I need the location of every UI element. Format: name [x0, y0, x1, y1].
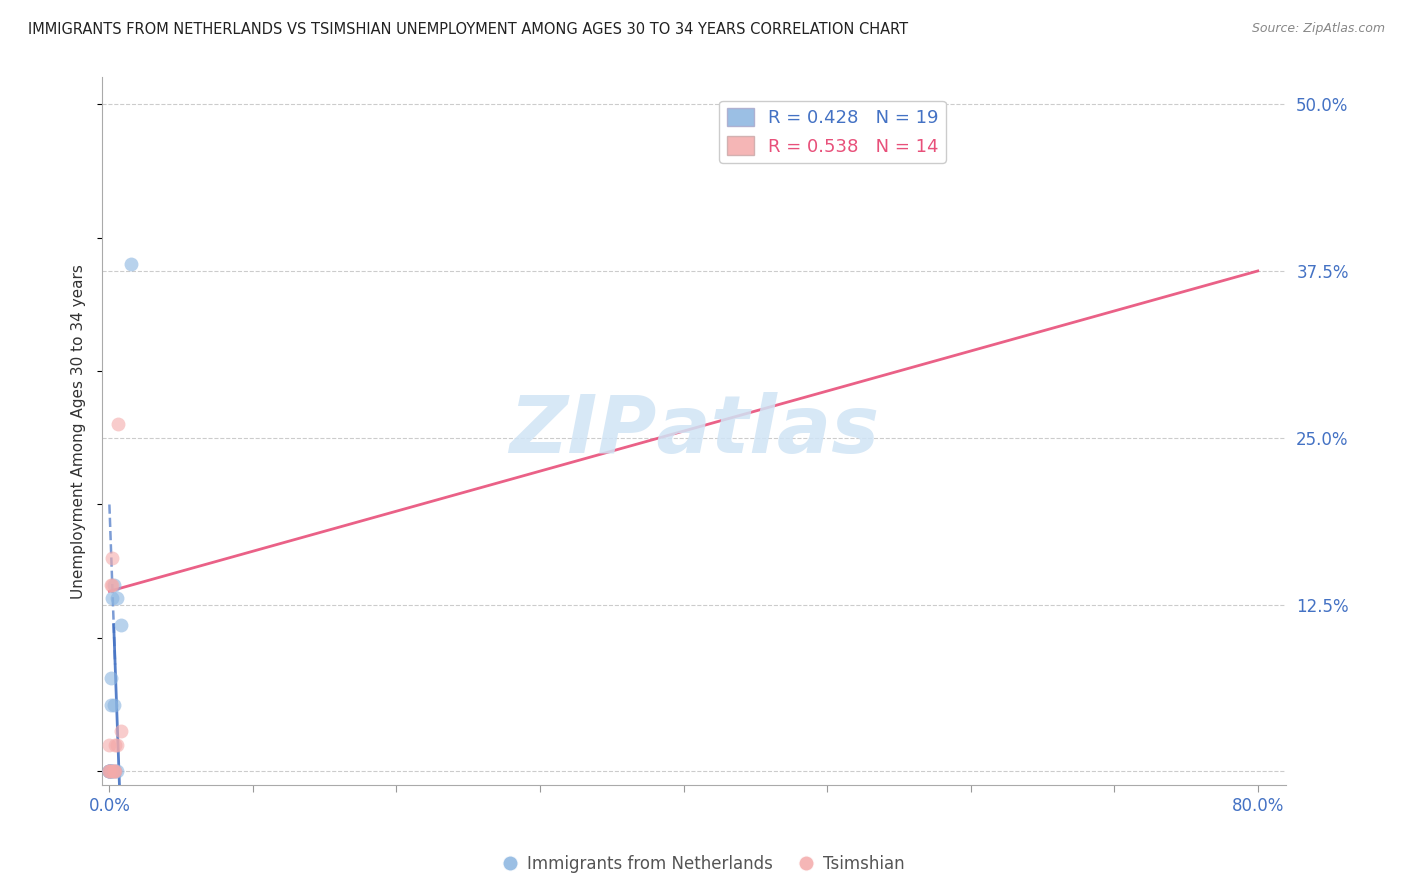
Point: [120, 257, 142, 271]
Point: [110, 724, 132, 739]
Point: [100, 764, 122, 779]
Text: ZIP​atlas: ZIP​atlas: [509, 392, 879, 470]
Point: [101, 764, 124, 779]
Point: [98, 764, 121, 779]
Point: [105, 764, 128, 779]
Text: IMMIGRANTS FROM NETHERLANDS VS TSIMSHIAN UNEMPLOYMENT AMONG AGES 30 TO 34 YEARS : IMMIGRANTS FROM NETHERLANDS VS TSIMSHIAN…: [28, 22, 908, 37]
Point: [104, 738, 127, 752]
Point: [100, 698, 122, 712]
Legend: R = 0.428   N = 19, R = 0.538   N = 14: R = 0.428 N = 19, R = 0.538 N = 14: [720, 101, 946, 162]
Point: [103, 577, 125, 591]
Point: [101, 577, 124, 591]
Legend: Immigrants from Netherlands, Tsimshian: Immigrants from Netherlands, Tsimshian: [495, 848, 911, 880]
Point: [98, 764, 121, 779]
Point: [103, 764, 125, 779]
Point: [101, 550, 124, 565]
Point: [110, 617, 132, 632]
Point: [104, 764, 127, 779]
Point: [98, 738, 121, 752]
Point: [98, 764, 121, 779]
Y-axis label: Unemployment Among Ages 30 to 34 years: Unemployment Among Ages 30 to 34 years: [72, 264, 86, 599]
Point: [100, 764, 122, 779]
Point: [104, 764, 127, 779]
Point: [101, 764, 124, 779]
Point: [100, 764, 122, 779]
Point: [98, 764, 121, 779]
Point: [103, 698, 125, 712]
Text: Source: ZipAtlas.com: Source: ZipAtlas.com: [1251, 22, 1385, 36]
Point: [100, 577, 122, 591]
Point: [103, 764, 125, 779]
Point: [98, 764, 121, 779]
Point: [101, 591, 124, 605]
Point: [100, 671, 122, 685]
Point: [98, 764, 121, 779]
Point: [107, 417, 129, 432]
Point: [98, 764, 121, 779]
Point: [105, 738, 128, 752]
Point: [105, 591, 128, 605]
